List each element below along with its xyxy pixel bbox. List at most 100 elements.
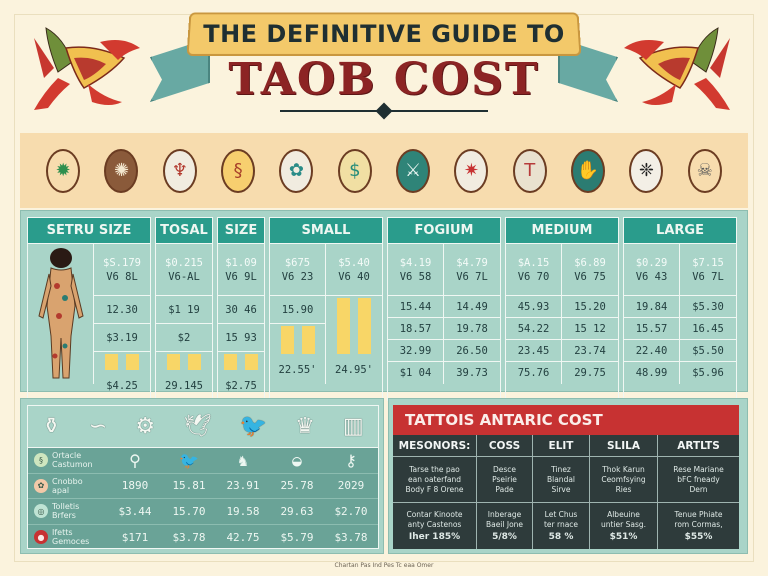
price-cell: 45.93 [506,296,561,318]
price-cell: $2 [156,324,212,352]
price-value: $4.19 [399,256,432,269]
placement-cost-panel: ⚱ ∽ ⚙ 🕊 🐦 ♛ ▥ § Ortacle Castumon ⚲ 🐦 ♞ ◒ ⚷ ✿ Cnobbo apal… [20,398,384,554]
price-value: $0.215 [165,256,203,269]
jar-icon: ⚱ [42,414,61,439]
size-group-setru-size: SETRU SIZE $S.179 V6 8L 12.30 $3.19 $4.25 [27,217,151,401]
price-column: $4.19 V6 58 15.44 18.57 32.99 $1 04 [388,244,444,384]
cell-line: 5/8% [492,532,517,542]
price-cell: 39.73 [456,367,488,379]
swan-icon: ♛ [295,414,315,439]
cell-line: Thok Karun [602,464,645,474]
column-header: ELIT [533,435,590,457]
group-header: SETRU SIZE [28,218,150,244]
placement-row: ● Ifetts Gemoces $171 $3.78 42.75 $5.79 $3.78 [28,525,378,551]
row-label-text: Ifetts Gemoces [52,528,89,546]
cell-line: Let Chus [544,510,578,519]
tattoo-machine-icon: ⚲ [129,450,141,470]
price-cell: 1890 [121,479,149,493]
price-cell: $1 19 [156,296,212,324]
price-cell: 15.44 [388,296,443,318]
tattoo-cost-table: MESONORS: COSS ELIT SLILA ARTLTS Tarse the pa… [393,435,739,549]
fleur-icon: ❈ [629,148,664,193]
price-bar [301,326,315,354]
placement-dot-icon: ● [34,530,48,545]
tattoo-design-strip: ✹ ✺ ♆ § ✿ $ ⚔ ✷ T ✋ ❈ ☠ [20,133,748,208]
price-value: $A.15 [517,256,550,269]
size-price-grid: SETRU SIZE $S.179 V6 8L 12.30 $3.19 $4.25 TOSA… [20,210,748,401]
group-header: SIZE [218,218,264,244]
scroll-icon: ∽ [88,414,108,439]
bar-pair [337,296,371,356]
column-header: SLILA [590,435,658,457]
price-bar [337,298,350,354]
price-bar [167,354,180,370]
price-cell: 15.90 [270,296,325,324]
price-header-cell: $6.89 V6 75 [562,244,618,296]
cell-line: Blandal [546,474,576,484]
label-line: Gemoces [52,537,90,547]
column-header: ARTLTS [658,435,739,457]
size-group-fogium: FOGIUM $4.19 V6 58 15.44 18.57 32.99 $1 04 $4.7… [387,217,501,401]
price-cell: 15.70 [172,504,206,518]
price-cell: $5.96 [692,367,724,379]
row-label: ◎ Tolletis Brfers [28,502,108,520]
price-bar [224,354,237,370]
price-cell: 25.78 [280,479,314,493]
group-header: SMALL [270,218,382,244]
bar-chart-cell [156,352,212,372]
cell-line: Pseirie [492,474,517,484]
price-cell: 19.58 [226,504,260,518]
price-header-cell: $S.179 V6 8L [94,244,150,296]
group-body: $675 V6 23 15.90 22.55' $5.40 V6 40 24.95' [270,244,382,384]
price-column: $S.179 V6 8L 12.30 $3.19 $4.25 [94,244,150,400]
price-header-cell: $A.15 V6 70 [506,244,561,296]
cell-line: ean oaterfand [408,474,461,484]
placement-row: § Ortacle Castumon ⚲ 🐦 ♞ ◒ ⚷ [28,448,378,474]
cost-cell: Contar Kinoote anty Castenos Iher 185% [393,503,477,549]
price-cell: 2029 [337,479,365,493]
figure-icon: ♞ [238,450,248,470]
price-grid-groups: SETRU SIZE $S.179 V6 8L 12.30 $3.19 $4.25 TOSA… [27,217,737,401]
size-code: V6 43 [635,270,668,283]
price-header-cell: $7.15 V6 7L [680,244,736,296]
price-header-cell: $0.29 V6 43 [624,244,679,296]
column-header: COSS [477,435,533,457]
cell-line: Tarse the pao [409,464,460,474]
row-label-text: Tolletis Brfers [52,502,79,520]
bar-pair [167,352,201,372]
label-line: Cnobbo [52,476,83,486]
cell-line: Sirve [551,484,571,494]
size-code: V6 58 [399,270,432,283]
size-code: V6 23 [281,270,314,283]
compass-star-icon: ✷ [454,148,489,193]
placement-dot-icon: ✿ [34,478,48,493]
cost-cell: Tenue Phiate rom Cormas, $55% [658,503,739,549]
price-cell: 42.75 [226,530,260,544]
cell-line: Contar Kinoote [406,510,463,519]
cell-line: Body F 8 Orene [405,484,464,494]
price-column: $A.15 V6 70 45.93 54.22 23.45 75.76 [506,244,562,384]
size-code: V6 7L [692,270,724,283]
tattooed-person-icon [37,248,84,379]
price-cell: 19.78 [444,318,500,340]
placement-row: ◎ Tolletis Brfers $3.44 15.70 19.58 29.63 $2.70 [28,499,378,525]
price-cell: 15 12 [562,318,618,340]
price-cell: 23.74 [562,340,618,362]
column-header: MESONORS: [393,435,477,457]
price-cell: 23.91 [226,479,260,493]
cell-line: Tinez [551,464,571,474]
dove-icon: 🕊 [183,414,212,439]
price-cell: 22.40 [624,340,679,362]
cell-line: Rese Mariane [673,464,724,474]
price-cell: $3.44 [118,504,152,518]
price-header-cell: $4.19 V6 58 [388,244,443,296]
price-cell: $3.78 [334,530,368,544]
price-cell: 12.30 [94,296,150,324]
cell-line: Dern [689,484,708,494]
price-cell: 29.63 [280,504,314,518]
price-cell: $3.78 [172,530,206,544]
cell-line: bFC fneady [677,474,720,484]
group-body: $1.09 V6 9L 30 46 15 93 $2.75 [218,244,264,400]
price-header-cell: $0.215 V6-AL [156,244,212,296]
page-title: TAOB COST [228,54,540,105]
